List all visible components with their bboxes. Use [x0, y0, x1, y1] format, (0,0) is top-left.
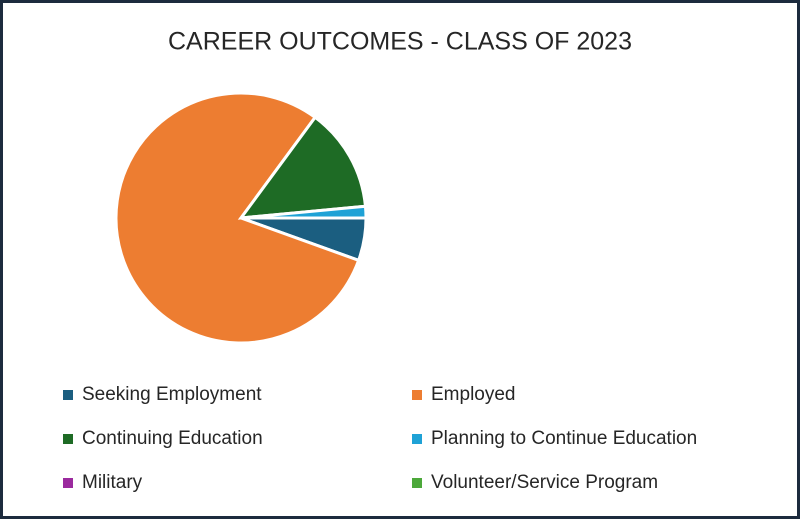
legend-swatch	[63, 478, 73, 488]
legend-swatch	[412, 478, 422, 488]
legend-swatch	[63, 390, 73, 400]
legend-swatch	[63, 434, 73, 444]
pie-slice	[114, 91, 361, 345]
chart-title: CAREER OUTCOMES - CLASS OF 2023	[168, 28, 632, 56]
pie-slice	[240, 204, 368, 220]
pie-slice	[237, 115, 368, 220]
legend-label: Employed	[431, 384, 516, 405]
legend-label: Military	[82, 472, 143, 493]
legend-label: Continuing Education	[82, 428, 263, 449]
legend-swatch	[412, 390, 422, 400]
legend-label: Volunteer/Service Program	[431, 472, 658, 493]
legend-label: Seeking Employment	[82, 384, 262, 405]
legend-label: Planning to Continue Education	[431, 428, 697, 449]
legend-swatch	[412, 434, 422, 444]
